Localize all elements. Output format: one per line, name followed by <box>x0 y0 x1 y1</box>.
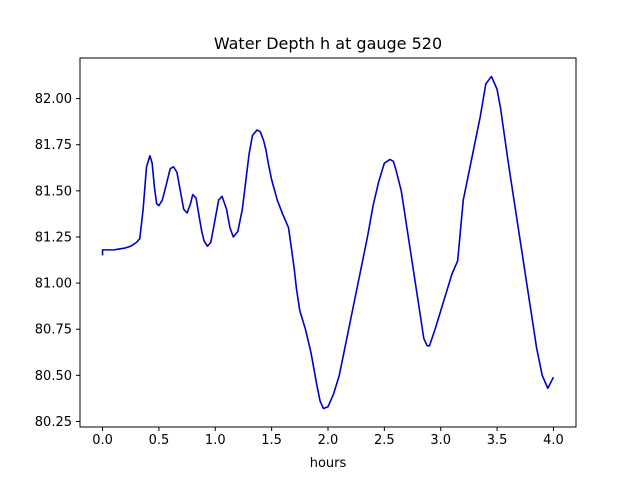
x-tick-label: 3.0 <box>430 433 451 448</box>
x-tick-label: 1.0 <box>205 433 226 448</box>
y-tick-label: 80.50 <box>35 369 72 384</box>
x-axis: 0.0 0.5 1.0 1.5 2.0 2.5 3.0 3.5 4.0 <box>92 427 564 448</box>
x-tick-label: 1.5 <box>261 433 282 448</box>
series-line-0 <box>101 75 555 410</box>
x-axis-label: hours <box>310 456 347 471</box>
x-tick-label: 2.0 <box>318 433 339 448</box>
x-tick-label: 4.0 <box>543 433 564 448</box>
y-tick-label: 80.75 <box>35 323 72 338</box>
y-tick-label: 81.75 <box>35 138 72 153</box>
y-axis: 80.25 80.50 80.75 81.00 81.25 81.50 81.75 82.00 <box>35 92 80 430</box>
series-layer <box>101 75 555 410</box>
y-tick-label: 80.25 <box>35 415 72 430</box>
y-tick-label: 81.25 <box>35 230 72 245</box>
y-tick-label: 81.00 <box>35 277 72 292</box>
y-tick-label: 81.50 <box>35 184 72 199</box>
chart-title: Water Depth h at gauge 520 <box>214 34 442 53</box>
x-tick-label: 2.5 <box>374 433 395 448</box>
x-tick-label: 0.0 <box>92 433 113 448</box>
x-tick-label: 0.5 <box>149 433 170 448</box>
x-tick-label: 3.5 <box>487 433 508 448</box>
y-tick-label: 82.00 <box>35 92 72 107</box>
